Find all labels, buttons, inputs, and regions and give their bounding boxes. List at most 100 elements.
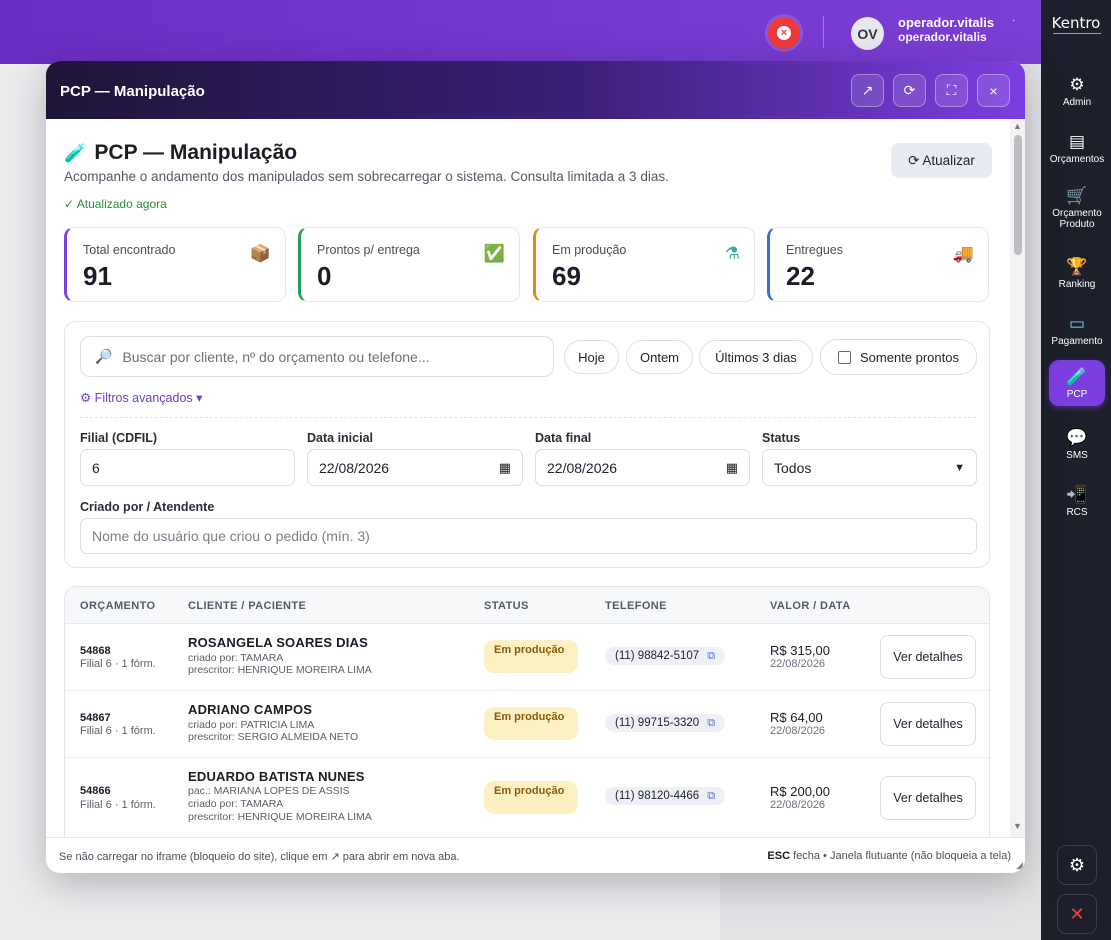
reload-button[interactable]: ⟳ xyxy=(893,74,926,107)
creator-input[interactable]: Nome do usuário que criou o pedido (mín.… xyxy=(80,518,977,554)
pcp-modal: PCP — Manipulação ↗ ⟳ ⛶ × 🧪 PCP — Manipu… xyxy=(46,61,1025,873)
close-circle-icon: × xyxy=(777,26,791,40)
document-icon: ▤ xyxy=(1068,131,1086,151)
start-date-value: 22/08/2026 xyxy=(319,459,390,476)
order-filial: Filial 6 · 1 fórm. xyxy=(80,725,156,737)
end-date-input[interactable]: 22/08/2026 ▦ xyxy=(535,449,750,486)
resize-handle-icon[interactable]: ◢ xyxy=(1016,860,1023,870)
content-scrollbar[interactable]: ▲ ▼ xyxy=(1010,119,1025,837)
header-cliente: CLIENTE / PACIENTE xyxy=(188,600,307,612)
status-badge: Em produção xyxy=(484,707,578,740)
chip-last-3-days[interactable]: Últimos 3 dias xyxy=(699,340,813,374)
sidebar-item-orcamentos[interactable]: ▤ Orçamentos xyxy=(1049,125,1105,171)
kpi-ready: Prontos p/ entrega 0 ✅ xyxy=(298,227,520,302)
filial-input[interactable]: 6 xyxy=(80,449,295,486)
scroll-down-icon[interactable]: ▼ xyxy=(1013,821,1022,831)
calendar-icon[interactable]: ▦ xyxy=(725,459,738,475)
chip-today[interactable]: Hoje xyxy=(564,340,619,374)
package-icon: 📦 xyxy=(249,244,271,263)
modal-footer: Se não carregar no iframe (bloqueio do s… xyxy=(46,837,1025,873)
sidebar-item-label: RCS xyxy=(1066,506,1088,518)
brand-logo: Kentro xyxy=(1051,14,1101,32)
table-row[interactable]: 54866 Filial 6 · 1 fórm. EDUARDO BATISTA… xyxy=(65,758,989,837)
close-modal-button[interactable]: × xyxy=(977,74,1010,107)
search-input[interactable]: 🔎 Buscar por cliente, nº do orçamento ou… xyxy=(80,336,554,377)
brand-tagline xyxy=(1053,33,1101,39)
view-details-button[interactable]: Ver detalhes xyxy=(880,635,976,679)
truck-icon: 🚚 xyxy=(952,244,974,263)
user-name: operador.vitalis xyxy=(898,15,995,30)
sidebar-item-rcs[interactable]: 📲 RCS xyxy=(1049,478,1105,524)
lab-equipment-icon: ⚗ xyxy=(724,244,740,263)
external-link-icon[interactable]: ↗ xyxy=(330,851,340,863)
sidebar-item-label: Pagamento xyxy=(1051,335,1103,347)
copy-icon[interactable]: ⧉ xyxy=(707,716,716,729)
phone-number: (11) 98120-4466 xyxy=(615,790,700,802)
table-row[interactable]: 54868 Filial 6 · 1 fórm. ROSANGELA SOARE… xyxy=(65,624,989,691)
sidebar-item-pcp[interactable]: 🧪 PCP xyxy=(1049,360,1105,406)
avatar[interactable]: OV xyxy=(851,17,884,50)
refresh-button[interactable]: ⟳ Atualizar xyxy=(891,143,992,178)
creator-placeholder: Nome do usuário que criou o pedido (mín.… xyxy=(92,528,370,544)
start-date-input[interactable]: 22/08/2026 ▦ xyxy=(307,449,523,486)
start-date-label: Data inicial xyxy=(307,431,373,445)
more-icon[interactable]: · xyxy=(1012,15,1016,26)
modal-header: PCP — Manipulação ↗ ⟳ ⛶ × xyxy=(46,61,1025,119)
alert-button[interactable]: × xyxy=(768,17,800,49)
status-badge: Em produção xyxy=(484,640,578,673)
sidebar-item-sms[interactable]: 💬 SMS xyxy=(1049,421,1105,467)
phone-number: (11) 99715-3320 xyxy=(615,717,700,729)
chip-yesterday[interactable]: Ontem xyxy=(626,340,693,374)
scrollbar-thumb[interactable] xyxy=(1014,135,1022,255)
view-details-button[interactable]: Ver detalhes xyxy=(880,702,976,746)
phone-badge[interactable]: (11) 99715-3320 ⧉ xyxy=(605,714,726,732)
check-box-icon: ✅ xyxy=(483,244,505,263)
calendar-icon[interactable]: ▦ xyxy=(498,459,511,475)
order-value: R$ 64,00 xyxy=(770,710,823,725)
status-select[interactable]: Todos ▼ xyxy=(762,449,977,486)
modal-content: 🧪 PCP — Manipulação Acompanhe o andament… xyxy=(46,119,1010,837)
sidebar-item-label: Ranking xyxy=(1058,278,1096,290)
divider xyxy=(80,417,976,418)
phone-badge[interactable]: (11) 98120-4466 ⧉ xyxy=(605,787,726,805)
sidebar-item-label: Orçamentos xyxy=(1049,153,1105,165)
sidebar-item-orcamento-produto[interactable]: 🛒 Orçamento Produto xyxy=(1049,183,1105,233)
table-row[interactable]: 54867 Filial 6 · 1 fórm. ADRIANO CAMPOS … xyxy=(65,691,989,758)
client-detail: criado por: PATRICIA LIMA xyxy=(188,719,315,731)
table-header: ORÇAMENTO CLIENTE / PACIENTE STATUS TELE… xyxy=(65,587,989,624)
user-login: operador.vitalis xyxy=(898,30,987,44)
order-id: 54866 xyxy=(80,785,111,797)
only-ready-checkbox[interactable]: Somente prontos xyxy=(820,339,977,375)
kpi-label: Entregues xyxy=(786,243,843,257)
settings-button[interactable]: ⚙ xyxy=(1057,845,1097,885)
fullscreen-button[interactable]: ⛶ xyxy=(935,74,968,107)
client-detail: criado por: TAMARA xyxy=(188,652,284,664)
copy-icon[interactable]: ⧉ xyxy=(707,649,716,662)
phone-badge[interactable]: (11) 98842-5107 ⧉ xyxy=(605,647,726,665)
phone-message-icon: 📲 xyxy=(1066,484,1088,504)
kpi-delivered: Entregues 22 🚚 xyxy=(767,227,989,302)
kpi-value: 91 xyxy=(83,261,112,291)
sidebar-item-ranking[interactable]: 🏆 Ranking xyxy=(1049,250,1105,296)
copy-icon[interactable]: ⧉ xyxy=(707,789,716,802)
chat-bubble-icon: 💬 xyxy=(1066,427,1088,447)
close-sidebar-button[interactable]: ✕ xyxy=(1057,894,1097,934)
scroll-up-icon[interactable]: ▲ xyxy=(1013,121,1022,131)
top-bar: × OV operador.vitalis operador.vitalis · xyxy=(0,0,1041,64)
kpi-in-production: Em produção 69 ⚗ xyxy=(533,227,755,302)
open-new-tab-button[interactable]: ↗ xyxy=(851,74,884,107)
client-detail: prescritor: SERGIO ALMEIDA NETO xyxy=(188,731,359,743)
sidebar-item-pagamento[interactable]: ▭ Pagamento xyxy=(1049,307,1105,353)
view-details-button[interactable]: Ver detalhes xyxy=(880,776,976,820)
client-detail: pac.: MARIANA LOPES DE ASSIS xyxy=(188,785,350,797)
test-tube-icon: 🧪 xyxy=(64,142,87,163)
client-detail: prescritor: HENRIQUE MOREIRA LIMA xyxy=(188,811,372,823)
client-detail: criado por: TAMARA xyxy=(188,798,284,810)
gear-icon: ⚙ xyxy=(1069,74,1085,94)
advanced-filters-toggle[interactable]: ⚙ Filtros avançados ▾ xyxy=(80,391,203,405)
chevron-down-icon: ▼ xyxy=(954,461,965,474)
sidebar-item-admin[interactable]: ⚙ Admin xyxy=(1049,68,1105,114)
orders-table: ORÇAMENTO CLIENTE / PACIENTE STATUS TELE… xyxy=(64,586,990,837)
status-value: Todos xyxy=(774,459,812,476)
kpi-value: 69 xyxy=(552,261,581,291)
